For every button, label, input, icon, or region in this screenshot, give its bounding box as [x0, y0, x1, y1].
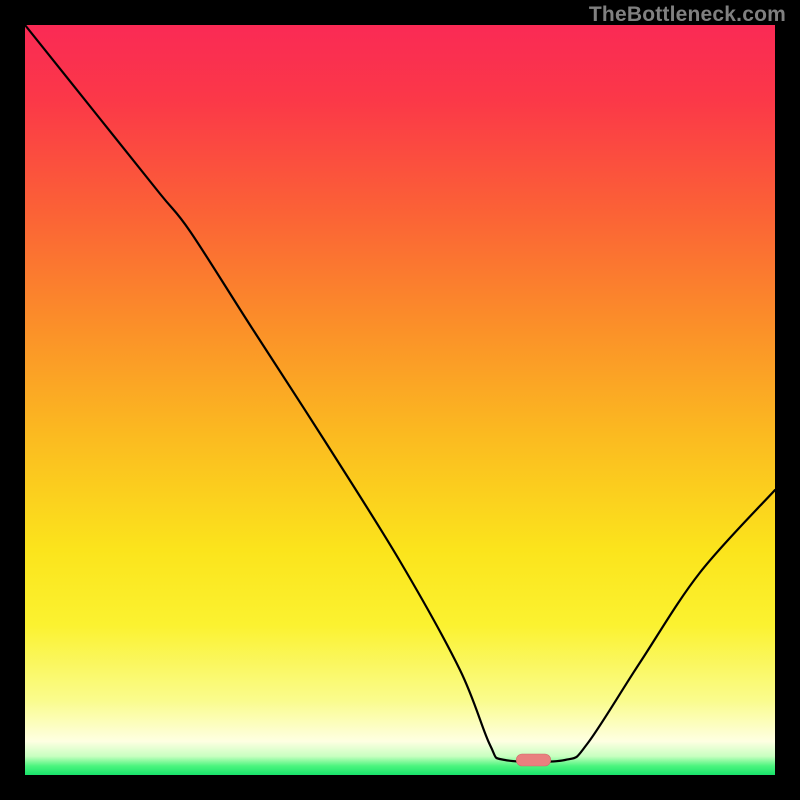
watermark-text: TheBottleneck.com	[589, 3, 786, 27]
optimal-marker	[516, 754, 551, 766]
plot-area	[25, 25, 775, 775]
bottleneck-chart	[0, 0, 800, 800]
